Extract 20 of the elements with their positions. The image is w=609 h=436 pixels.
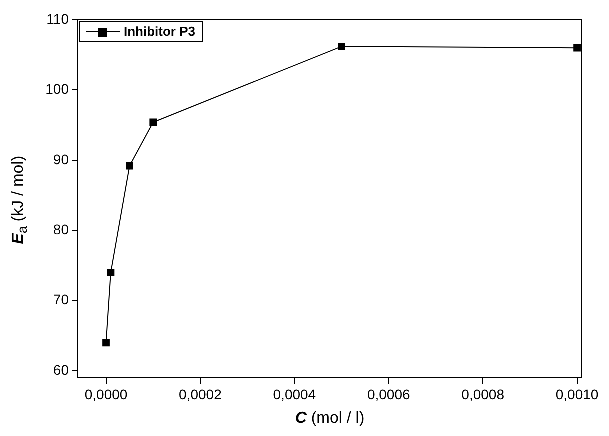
x-tick-label: 0,0004 (273, 386, 316, 402)
point (338, 42, 346, 50)
point (126, 162, 134, 170)
point (107, 269, 115, 276)
x-tick-label: 0,0008 (462, 386, 505, 402)
x-tick-label: 0,0006 (367, 386, 410, 402)
point (574, 44, 581, 52)
legend-label: Inhibitor P3 (124, 24, 196, 39)
y-tick-label: 60 (53, 362, 70, 378)
y-tick-label: 90 (53, 151, 70, 168)
x-axis-title: C (mol / l) (294, 410, 366, 428)
x-tick-label: 0,0002 (179, 386, 222, 402)
x-tick-label: 0,0010 (556, 386, 599, 402)
y-tick-label: 80 (53, 221, 70, 238)
y-tick-label: 110 (46, 10, 70, 27)
y-tick-label: 100 (46, 81, 70, 98)
x-tick-label: 0,0000 (84, 386, 128, 402)
point (102, 339, 110, 347)
point (150, 118, 158, 126)
y-tick-label: 70 (53, 292, 70, 308)
